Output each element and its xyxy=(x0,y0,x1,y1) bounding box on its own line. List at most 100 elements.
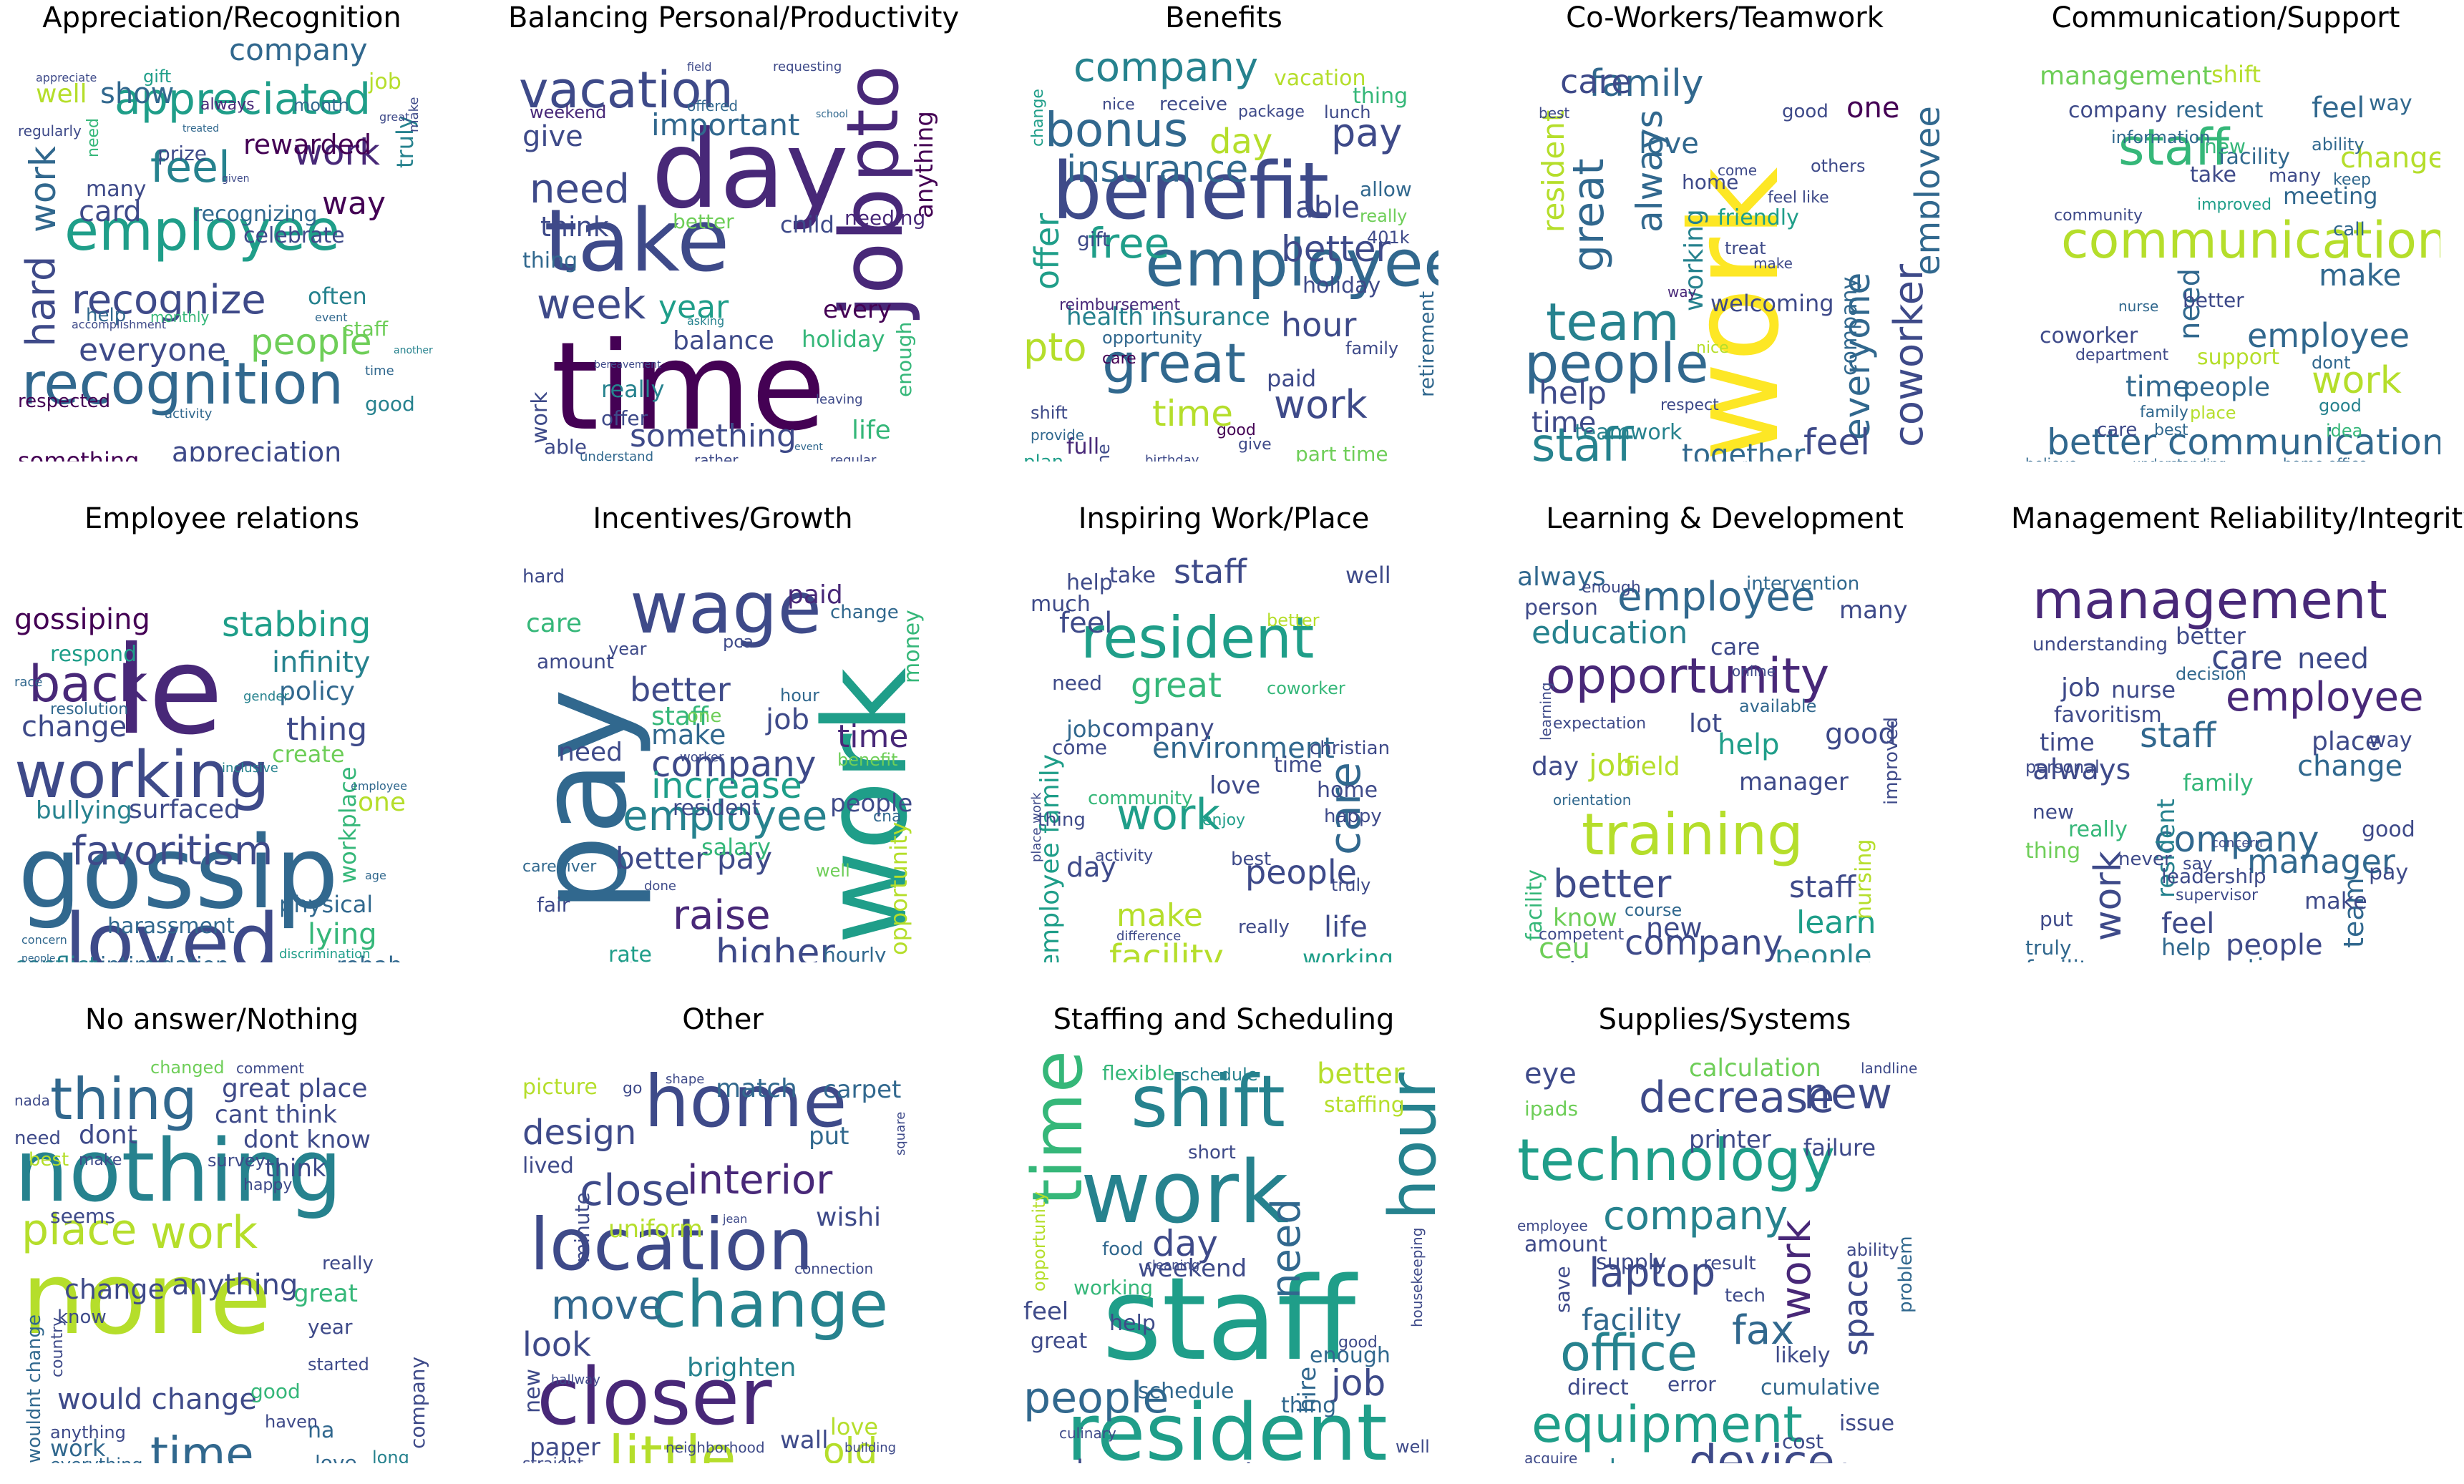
cloud-word: thing xyxy=(1353,83,1408,109)
cloud-word: time xyxy=(1532,406,1597,439)
cloud-word: expectation xyxy=(1553,715,1647,733)
cloud-word: new xyxy=(2204,135,2246,159)
cloud-word: make xyxy=(2319,258,2402,293)
cloud-word: make xyxy=(1031,1457,1109,1463)
cloud-word: people xyxy=(1245,852,1357,892)
cloud-word: work xyxy=(1771,1219,1820,1320)
cloud-word: understanding xyxy=(2032,633,2168,655)
cloud-word: bonus xyxy=(1045,102,1189,157)
cloud-word: anything xyxy=(172,1269,298,1302)
cloud-word: uniform xyxy=(608,1215,703,1244)
cloud-word: opportunity xyxy=(1102,327,1202,348)
cloud-word: person xyxy=(1524,595,1598,620)
cloud-word: manager xyxy=(1739,768,1849,797)
cloud-word: meeting xyxy=(2283,182,2378,210)
cloud-word: thing xyxy=(1038,809,1086,831)
cloud-word: started xyxy=(308,1354,369,1375)
cloud-word: others xyxy=(1811,155,1866,176)
cloud-word: connection xyxy=(794,1260,874,1277)
cloud-word: time xyxy=(1274,752,1323,778)
cloud-word: people xyxy=(1524,331,1709,396)
cloud-word: minute xyxy=(570,1192,594,1263)
cloud-word: none xyxy=(21,1241,272,1357)
cloud-word: think xyxy=(540,210,609,243)
cloud-word: calculation xyxy=(1689,1054,1821,1083)
cloud-word: conflict xyxy=(14,954,98,962)
cloud-word: working xyxy=(1073,1276,1154,1300)
panel-title: No answer/Nothing xyxy=(84,1003,359,1036)
cloud-word: carpet xyxy=(823,1075,902,1105)
cloud-word: always xyxy=(2032,753,2131,786)
cloud-word: facility xyxy=(1109,937,1224,962)
cloud-word: regular xyxy=(830,452,877,462)
cloud-word: given xyxy=(222,173,250,185)
cloud-word: day xyxy=(651,107,849,233)
cloud-word: better xyxy=(1553,861,1672,907)
cloud-word: work xyxy=(1524,960,1583,962)
cloud-word: seems xyxy=(50,1204,115,1229)
cloud-word: expand xyxy=(816,1463,895,1464)
cloud-word: infinity xyxy=(272,646,371,679)
cloud-word: le xyxy=(115,620,223,762)
cloud-word: supervisor xyxy=(2176,887,2259,905)
cloud-word: orientation xyxy=(1553,791,1632,809)
cloud-word: company xyxy=(2068,97,2168,123)
cloud-word: help xyxy=(86,304,127,326)
cloud-word: monthly xyxy=(150,308,210,326)
cloud-word: resident xyxy=(1066,1386,1388,1464)
cloud-word: thing xyxy=(50,1066,198,1133)
cloud-word: month xyxy=(293,94,349,115)
cloud-word: love xyxy=(315,1451,357,1463)
cloud-word: change xyxy=(21,711,127,743)
word-cloud: resident work care facility great staff make pe… xyxy=(1009,540,1438,962)
cloud-word: time xyxy=(365,363,394,379)
cloud-word: bereavement xyxy=(594,359,661,371)
cloud-word: change xyxy=(1596,1457,1685,1463)
panel-title: Appreciation/Recognition xyxy=(42,1,401,34)
cloud-word: job xyxy=(1331,1362,1386,1404)
cloud-word: increase xyxy=(651,764,802,806)
cloud-word: food xyxy=(1102,1238,1144,1260)
cloud-word: many xyxy=(86,176,147,202)
cloud-word: amount xyxy=(1524,1231,1607,1257)
cloud-word: ability xyxy=(2312,134,2365,155)
cloud-word: understanding xyxy=(2133,457,2226,462)
cloud-word: place work xyxy=(1029,792,1044,862)
cloud-word: long xyxy=(372,1447,409,1463)
cloud-word: pto xyxy=(831,65,915,182)
cloud-word: really xyxy=(1238,916,1290,938)
cloud-word: recognize xyxy=(72,277,266,324)
cloud-word: survey xyxy=(208,1150,266,1171)
cloud-word: card xyxy=(79,195,142,228)
cloud-word: change xyxy=(651,1266,889,1342)
cloud-word: care xyxy=(2211,638,2283,677)
panel-title: Employee relations xyxy=(84,502,360,535)
cloud-word: staff xyxy=(1789,869,1856,905)
cloud-word: make xyxy=(1753,255,1793,272)
cloud-word: money xyxy=(900,610,925,683)
cloud-word: issue xyxy=(1839,1410,1895,1436)
cloud-word: problem xyxy=(1895,1236,1917,1313)
cloud-word: go xyxy=(623,1080,643,1098)
cloud-word: concern xyxy=(2211,835,2263,851)
cloud-word: really xyxy=(2068,816,2128,842)
cloud-word: direct xyxy=(1567,1375,1629,1400)
cloud-word: care xyxy=(1710,633,1761,660)
cloud-word: resident xyxy=(1536,109,1571,233)
cloud-word: concern xyxy=(21,933,67,947)
panel-title: Communication/Support xyxy=(2051,1,2400,34)
cloud-word: love xyxy=(830,1412,879,1440)
cloud-word: feel xyxy=(1803,421,1871,462)
cloud-word: schedule xyxy=(1138,1378,1235,1404)
cloud-word: say xyxy=(2183,853,2213,874)
cloud-word: ceu xyxy=(1539,932,1590,962)
cloud-word: always xyxy=(200,96,255,114)
cloud-word: better pay xyxy=(615,841,773,877)
cloud-word: another xyxy=(394,345,433,357)
cloud-word: people xyxy=(250,321,372,363)
cloud-word: job xyxy=(1066,715,1101,743)
cloud-word: well xyxy=(36,79,87,109)
cloud-word: weekend xyxy=(1138,1254,1247,1284)
cloud-word: offer xyxy=(601,406,648,431)
cloud-word: feel xyxy=(150,142,230,192)
